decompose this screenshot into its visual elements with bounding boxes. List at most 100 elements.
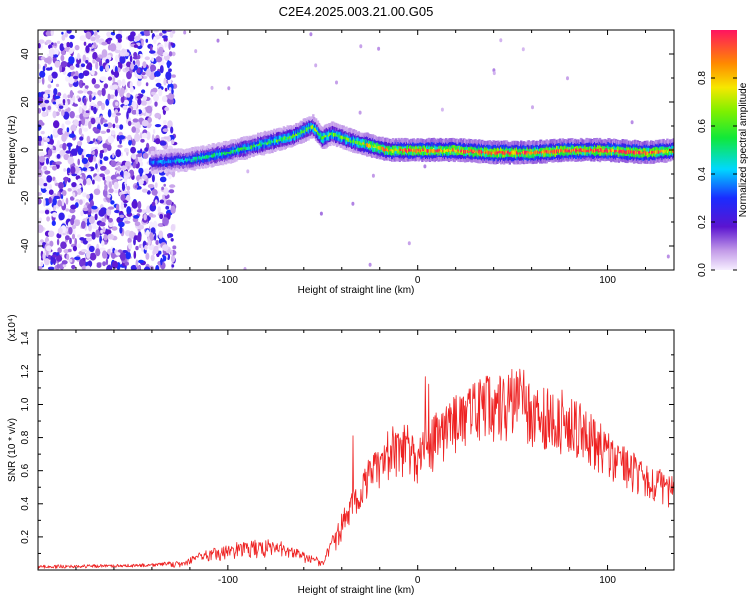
noise-speck — [140, 138, 145, 143]
noise-speck — [40, 261, 44, 267]
noise-speck — [171, 264, 175, 268]
noise-speck — [309, 32, 313, 37]
noise-speck — [159, 199, 165, 204]
noise-speck — [151, 57, 154, 62]
noise-speck — [153, 36, 157, 44]
noise-speck — [69, 48, 75, 52]
noise-speck — [162, 244, 169, 252]
noise-speck — [70, 99, 74, 105]
noise-speck — [95, 229, 100, 238]
noise-speck — [71, 182, 77, 188]
noise-speck — [38, 119, 43, 126]
noise-speck — [64, 104, 68, 109]
noise-speck — [106, 265, 113, 270]
noise-speck — [62, 264, 67, 268]
noise-speck — [131, 153, 137, 160]
noise-speck — [159, 213, 164, 220]
noise-speck — [141, 174, 148, 180]
noise-speck — [134, 35, 141, 42]
noise-speck — [119, 214, 125, 218]
noise-speck — [95, 57, 101, 62]
noise-speck — [126, 134, 132, 142]
noise-speck — [53, 204, 56, 211]
noise-speck — [127, 237, 132, 244]
noise-speck — [121, 48, 126, 54]
noise-speck — [44, 99, 50, 104]
noise-speck — [47, 266, 55, 270]
noise-speck — [86, 168, 91, 172]
noise-speck — [155, 240, 159, 245]
noise-speck — [136, 234, 142, 243]
noise-speck — [97, 139, 100, 145]
noise-speck — [71, 233, 76, 240]
noise-speck — [66, 30, 72, 34]
noise-speck — [106, 122, 113, 129]
noise-speck — [51, 220, 56, 226]
noise-speck — [194, 49, 198, 54]
noise-speck — [56, 238, 60, 246]
noise-speck — [161, 186, 165, 191]
noise-speck — [143, 30, 150, 37]
noise-speck — [81, 249, 88, 253]
noise-speck — [115, 54, 119, 63]
noise-speck — [168, 68, 172, 73]
noise-speck — [135, 245, 139, 251]
noise-speck — [128, 242, 133, 250]
noise-speck — [407, 241, 411, 246]
noise-speck — [168, 41, 171, 51]
noise-speck — [104, 229, 112, 235]
noise-speck — [56, 153, 61, 159]
noise-speck — [154, 199, 158, 205]
noise-speck — [129, 86, 134, 93]
noise-speck — [60, 193, 64, 200]
noise-speck — [165, 199, 173, 206]
noise-speck — [72, 245, 77, 252]
noise-speck — [137, 98, 142, 106]
noise-speck — [69, 34, 75, 40]
noise-speck — [129, 55, 133, 63]
noise-speck — [210, 85, 214, 90]
noise-speck — [134, 221, 141, 227]
noise-speck — [98, 209, 105, 217]
noise-speck — [88, 245, 95, 253]
noise-speck — [163, 187, 169, 196]
noise-speck — [69, 111, 75, 119]
noise-speck — [115, 101, 119, 106]
noise-speck — [115, 124, 120, 129]
ridge-cell — [183, 159, 186, 163]
noise-speck — [102, 143, 109, 149]
ridge-cell — [223, 158, 227, 162]
noise-speck — [89, 102, 96, 106]
noise-speck — [77, 243, 82, 249]
noise-speck — [89, 199, 95, 208]
noise-speck — [81, 220, 86, 229]
noise-speck — [63, 42, 67, 49]
noise-speck — [59, 149, 66, 157]
noise-speck — [38, 210, 46, 214]
noise-speck — [136, 67, 141, 74]
noise-speck — [137, 201, 142, 210]
noise-speck — [143, 214, 147, 221]
noise-speck — [39, 70, 46, 78]
noise-speck — [118, 135, 126, 140]
noise-speck — [61, 133, 67, 142]
ridge-cell — [157, 160, 160, 165]
noise-speck — [105, 98, 110, 106]
noise-speck — [159, 176, 167, 183]
noise-speck — [47, 105, 52, 111]
noise-speck — [131, 200, 138, 209]
noise-speck — [146, 68, 151, 77]
noise-speck — [77, 158, 80, 166]
noise-speck — [88, 121, 92, 129]
noise-speck — [492, 71, 496, 76]
noise-speck — [82, 70, 90, 77]
noise-speck — [155, 265, 160, 270]
noise-speck — [99, 151, 103, 159]
noise-speck — [94, 213, 98, 221]
noise-speck — [79, 199, 83, 205]
noise-speck — [91, 231, 96, 240]
noise-speck — [87, 260, 93, 268]
noise-speck — [167, 233, 170, 239]
noise-speck — [160, 257, 163, 266]
